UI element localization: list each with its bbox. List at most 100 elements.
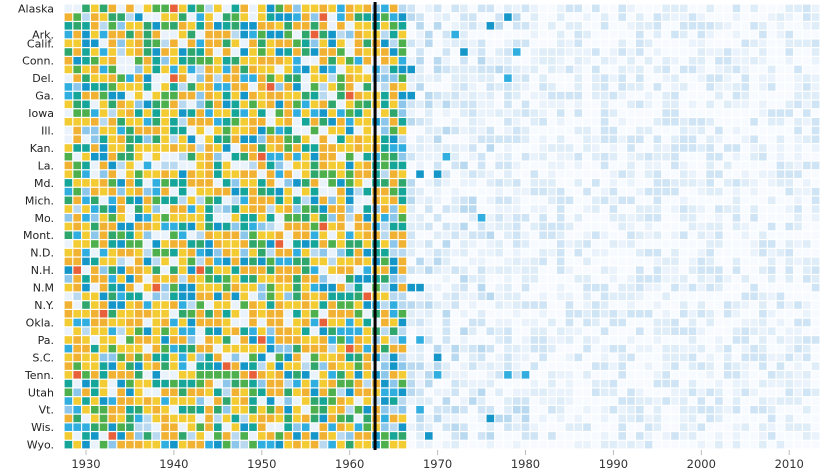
heatmap-cell (222, 327, 231, 335)
heatmap-cell (548, 161, 556, 170)
heatmap-cell (363, 231, 372, 239)
heatmap-cell (310, 30, 319, 39)
heatmap-cell (345, 379, 354, 388)
heatmap-cell (530, 292, 539, 301)
heatmap-cell (583, 388, 591, 397)
heatmap-cell (214, 13, 222, 21)
heatmap-cell (389, 100, 398, 109)
heatmap-cell (495, 48, 503, 56)
heatmap-cell (389, 248, 398, 257)
heatmap-cell (187, 336, 196, 344)
heatmap-cell (715, 39, 723, 48)
heatmap-cell (477, 144, 486, 152)
heatmap-cell (345, 48, 354, 56)
heatmap-cell (126, 152, 134, 161)
heatmap-cell (117, 231, 125, 239)
heatmap-cell (205, 440, 213, 449)
heatmap-cell (583, 91, 591, 100)
heatmap-cell (662, 161, 670, 170)
heatmap-cell (152, 214, 161, 222)
heatmap-cell (811, 440, 820, 449)
heatmap-cell (275, 196, 284, 205)
heatmap-cell (697, 30, 706, 39)
heatmap-cell (231, 179, 240, 187)
heatmap-cell (627, 4, 635, 13)
heatmap-cell (671, 309, 679, 318)
heatmap-cell (504, 301, 512, 309)
heatmap-cell (574, 283, 583, 292)
heatmap-cell (477, 283, 486, 292)
heatmap-cell (275, 48, 284, 56)
heatmap-cell (266, 56, 275, 65)
heatmap-cell (776, 74, 785, 82)
heatmap-cell (73, 205, 81, 213)
heatmap-cell (143, 292, 152, 301)
heatmap-cell (803, 48, 811, 56)
heatmap-cell (152, 170, 161, 178)
heatmap-cell (240, 152, 248, 161)
heatmap-cell (425, 91, 433, 100)
heatmap-cell (117, 39, 125, 48)
heatmap-cell (222, 301, 231, 309)
heatmap-cell (266, 231, 275, 239)
heatmap-cell (460, 440, 468, 449)
heatmap-cell (205, 4, 213, 13)
heatmap-cell (442, 83, 451, 91)
heatmap-cell (785, 266, 794, 274)
heatmap-cell (134, 397, 143, 405)
heatmap-cell (214, 440, 222, 449)
heatmap-cell (64, 170, 73, 178)
heatmap-cell (170, 152, 178, 161)
heatmap-cell (398, 22, 407, 30)
heatmap-cell (381, 161, 389, 170)
heatmap-cell (337, 292, 345, 301)
heatmap-cell (504, 179, 512, 187)
heatmap-cell (495, 344, 503, 353)
heatmap-cell (600, 135, 609, 144)
heatmap-cell (776, 161, 785, 170)
heatmap-cell (530, 432, 539, 440)
heatmap-cell (776, 4, 785, 13)
heatmap-cell (679, 118, 688, 126)
heatmap-cell (398, 231, 407, 239)
heatmap-cell (530, 440, 539, 449)
heatmap-cell (609, 362, 618, 370)
heatmap-cell (240, 248, 248, 257)
heatmap-cell (767, 240, 776, 248)
heatmap-cell (530, 336, 539, 344)
heatmap-cell (803, 100, 811, 109)
heatmap-cell (460, 336, 468, 344)
heatmap-cell (319, 336, 328, 344)
heatmap-cell (723, 100, 732, 109)
heatmap-cell (477, 30, 486, 39)
heatmap-cell (258, 214, 266, 222)
heatmap-cell (328, 205, 336, 213)
heatmap-cell (425, 318, 433, 327)
heatmap-cell (741, 161, 750, 170)
heatmap-cell (521, 257, 530, 266)
heatmap-cell (609, 397, 618, 405)
heatmap-cell (574, 248, 583, 257)
heatmap-cell (214, 187, 222, 196)
heatmap-cell (811, 161, 820, 170)
heatmap-cell (644, 22, 653, 30)
heatmap-cell (723, 266, 732, 274)
heatmap-cell (697, 309, 706, 318)
heatmap-cell (671, 109, 679, 117)
heatmap-cell (126, 65, 134, 74)
heatmap-cell (451, 388, 459, 397)
heatmap-cell (354, 240, 363, 248)
heatmap-cell (600, 231, 609, 239)
heatmap-cell (697, 196, 706, 205)
heatmap-cell (134, 4, 143, 13)
heatmap-cell (161, 362, 169, 370)
heatmap-cell (425, 388, 433, 397)
heatmap-cell (73, 22, 81, 30)
heatmap-cell (556, 74, 565, 82)
heatmap-cell (187, 397, 196, 405)
heatmap-cell (688, 405, 697, 414)
heatmap-cell (644, 388, 653, 397)
heatmap-cell (504, 135, 512, 144)
heatmap-cell (530, 371, 539, 379)
heatmap-cell (425, 283, 433, 292)
